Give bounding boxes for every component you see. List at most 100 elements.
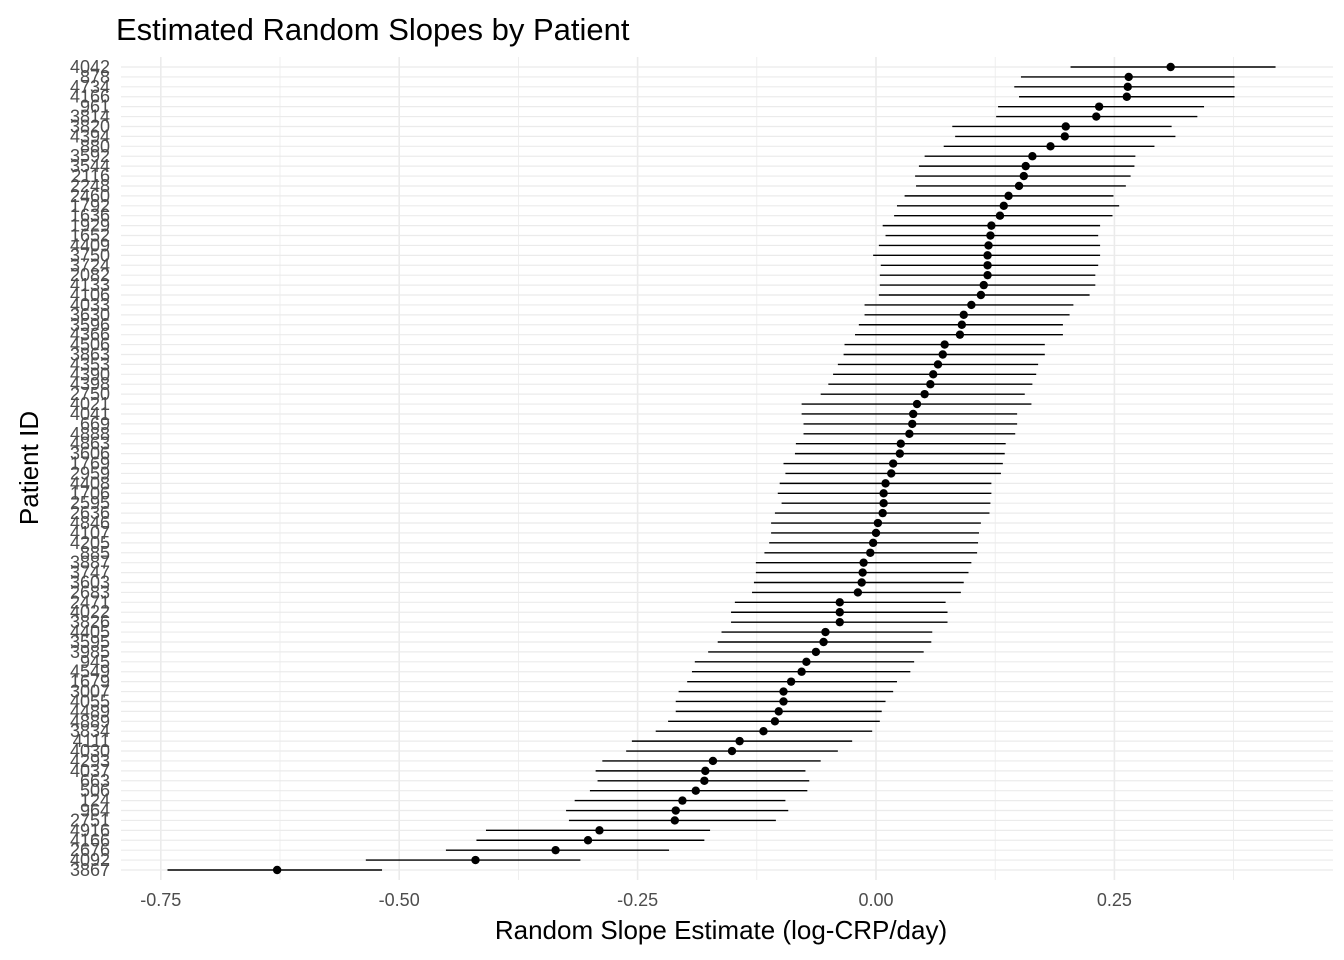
estimate-point xyxy=(938,350,947,359)
y-tick-label: 3820 xyxy=(70,116,110,136)
estimate-point xyxy=(786,677,796,686)
estimate-point xyxy=(857,578,866,587)
y-tick-label: 4408 xyxy=(70,473,110,493)
estimate-point xyxy=(671,806,680,815)
y-tick-label: 4394 xyxy=(70,126,110,146)
estimate-point xyxy=(1166,62,1175,72)
error-bars xyxy=(167,66,1276,871)
estimate-point xyxy=(1060,132,1070,141)
estimate-point xyxy=(774,707,783,716)
x-tick-labels: -0.75 -0.50 -0.25 0.00 0.25 xyxy=(140,890,1132,910)
y-tick-labels: 4042878473441669613814382043948803592354… xyxy=(70,57,110,880)
y-tick-label: 2460 xyxy=(70,186,110,206)
y-tick-label: 4293 xyxy=(70,751,110,771)
estimate-point xyxy=(471,855,480,865)
estimate-point xyxy=(896,439,905,448)
estimate-point xyxy=(879,489,888,498)
y-tick-label: 4022 xyxy=(70,602,110,622)
estimate-point xyxy=(888,459,898,468)
estimate-point xyxy=(1124,72,1133,82)
estimate-point xyxy=(272,865,282,875)
estimate-point xyxy=(859,558,868,567)
estimate-point xyxy=(995,211,1005,220)
y-tick-label: 885 xyxy=(80,543,110,563)
estimate-point xyxy=(879,498,888,508)
y-tick-label: 2116 xyxy=(71,166,110,186)
y-tick-label: 880 xyxy=(80,136,110,156)
y-tick-label: 3595 xyxy=(70,632,110,652)
estimate-point xyxy=(868,538,878,548)
estimate-point xyxy=(959,310,968,320)
estimate-point xyxy=(678,796,687,805)
estimate-point xyxy=(881,479,890,488)
estimate-point xyxy=(987,221,996,230)
y-tick-label: 3606 xyxy=(70,444,110,464)
y-tick-label: 2636 xyxy=(70,503,110,523)
estimate-point xyxy=(967,300,976,310)
y-tick-label: 2751 xyxy=(70,810,110,830)
y-tick-label: 4021 xyxy=(70,394,110,414)
estimate-point xyxy=(984,241,993,250)
estimate-point xyxy=(1028,152,1037,161)
estimate-point xyxy=(1122,92,1131,101)
y-tick-label: 3887 xyxy=(70,553,110,573)
y-tick-label: 3544 xyxy=(70,156,110,176)
y-tick-label: 2676 xyxy=(70,840,110,860)
y-tick-label: 4042 xyxy=(70,57,110,77)
y-tick-label: 4353 xyxy=(70,354,110,374)
y-tick-label: 1792 xyxy=(70,196,110,216)
y-tick-label: 3826 xyxy=(70,612,110,632)
y-tick-label: 1652 xyxy=(70,226,110,246)
y-tick-label: 3747 xyxy=(70,563,110,583)
y-tick-label: 124 xyxy=(80,791,110,811)
y-tick-label: 1679 xyxy=(70,672,110,692)
estimate-point xyxy=(920,389,929,399)
y-tick-label: 4205 xyxy=(70,533,110,553)
y-tick-label: 4033 xyxy=(70,295,110,315)
x-tick-label: -0.50 xyxy=(379,890,420,910)
y-tick-label: 3630 xyxy=(70,305,110,325)
estimate-point xyxy=(1014,181,1024,191)
y-tick-label: 3863 xyxy=(70,344,110,364)
estimate-point xyxy=(908,409,918,419)
x-tick-label: 0.00 xyxy=(858,890,893,910)
estimate-point xyxy=(878,508,887,518)
estimate-point xyxy=(1019,171,1029,181)
y-tick-label: 4390 xyxy=(70,364,110,384)
estimate-point xyxy=(819,637,828,647)
estimate-point xyxy=(955,330,965,339)
estimate-point xyxy=(835,608,844,617)
y-tick-label: 1706 xyxy=(70,483,110,503)
y-tick-label: 506 xyxy=(80,781,110,801)
estimate-point xyxy=(691,786,700,795)
y-tick-label: 4133 xyxy=(70,275,110,295)
y-tick-label: 3724 xyxy=(70,255,110,275)
estimate-point xyxy=(873,518,883,528)
y-tick-label: 2595 xyxy=(70,493,110,513)
x-tick-label: 0.25 xyxy=(1097,890,1132,910)
y-tick-label: 4166 xyxy=(70,87,110,107)
y-tick-label: 945 xyxy=(80,652,110,672)
estimate-point xyxy=(583,836,593,845)
estimate-point xyxy=(933,360,943,369)
chart-title: Estimated Random Slopes by Patient xyxy=(116,12,630,47)
estimate-point xyxy=(983,251,992,260)
estimate-point xyxy=(926,380,935,389)
y-tick-label: 2471 xyxy=(70,592,110,612)
y-tick-label: 4916 xyxy=(70,820,110,840)
y-tick-label: 4030 xyxy=(70,741,110,761)
estimate-point xyxy=(1094,102,1104,111)
estimate-point xyxy=(853,588,863,597)
estimate-points xyxy=(272,62,1175,875)
estimate-point xyxy=(700,776,709,785)
estimate-point xyxy=(779,697,788,706)
y-tick-label: 2082 xyxy=(70,265,110,285)
y-tick-label: 1929 xyxy=(70,216,110,236)
y-tick-label: 4107 xyxy=(70,523,110,543)
estimate-point xyxy=(858,568,867,577)
y-tick-label: 4846 xyxy=(70,513,110,533)
estimate-point xyxy=(1123,82,1132,92)
estimate-point xyxy=(670,816,679,825)
estimate-point xyxy=(770,717,780,726)
